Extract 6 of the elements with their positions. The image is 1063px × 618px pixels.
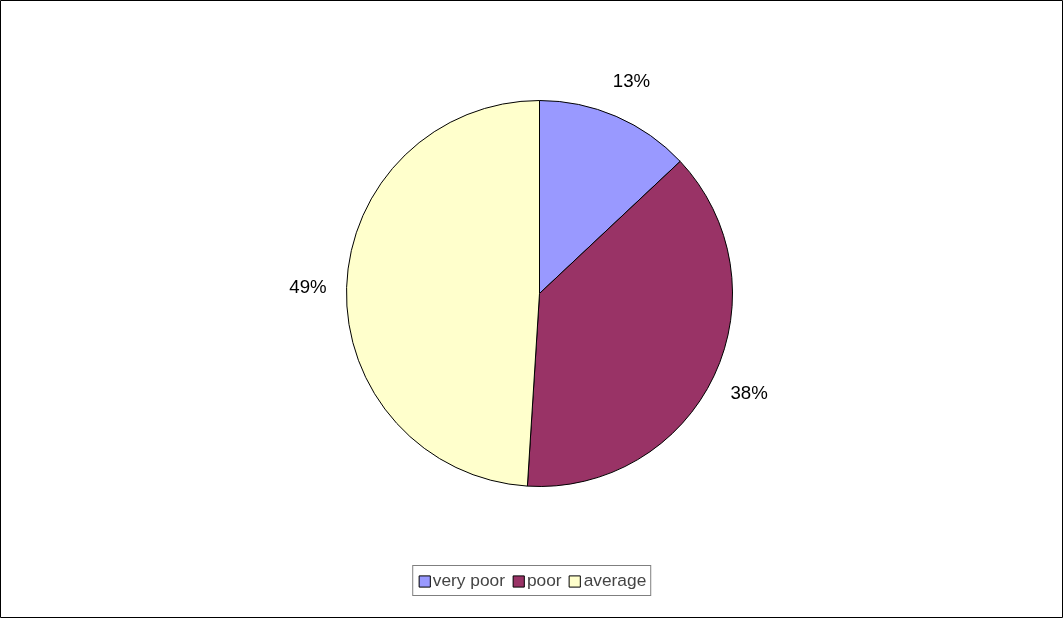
legend-label: poor [526, 570, 562, 591]
legend-label: very poor [432, 570, 505, 591]
legend-label: average [583, 570, 647, 591]
data-label: 13% [612, 70, 651, 92]
data-label: 38% [730, 381, 768, 403]
data-label: 49% [289, 275, 327, 297]
